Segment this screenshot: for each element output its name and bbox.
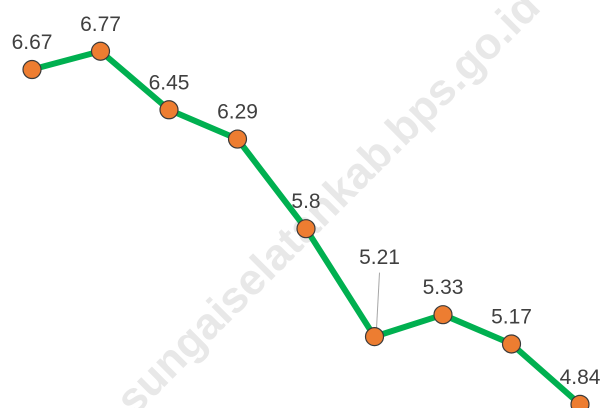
data-label: 5.21 <box>359 246 400 269</box>
data-label: 6.45 <box>149 71 190 94</box>
data-label: 4.84 <box>560 366 601 389</box>
data-label: 6.67 <box>12 31 53 54</box>
data-point <box>227 129 248 149</box>
data-point <box>570 394 590 408</box>
data-point <box>433 305 453 325</box>
watermark: sungaiselatankab.bps.go.id <box>107 0 550 408</box>
data-point <box>159 100 179 120</box>
data-label: 6.29 <box>217 101 258 124</box>
leader-line <box>376 272 380 329</box>
data-point <box>501 334 522 354</box>
data-point <box>296 219 316 239</box>
data-point <box>22 59 42 80</box>
data-label: 5.17 <box>491 306 532 329</box>
data-label: 6.77 <box>80 13 121 36</box>
data-label: 5.8 <box>291 190 320 213</box>
data-point <box>90 41 111 61</box>
data-point <box>364 327 385 347</box>
data-label: 5.33 <box>423 276 464 299</box>
